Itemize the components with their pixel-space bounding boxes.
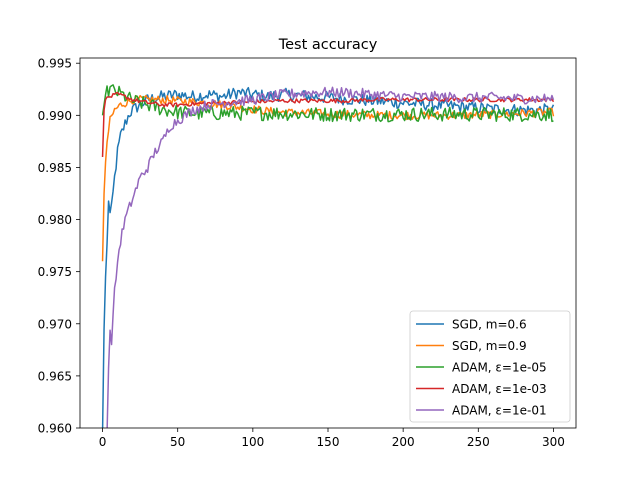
legend-label: SGD, m=0.6 bbox=[452, 318, 527, 332]
x-tick-label: 300 bbox=[542, 435, 565, 449]
x-tick-label: 100 bbox=[241, 435, 264, 449]
y-tick-label: 0.975 bbox=[38, 265, 72, 279]
x-axis: 0 50 100 150 200 250 300 bbox=[99, 428, 565, 449]
legend-label: ADAM, ε=1e-01 bbox=[452, 404, 547, 418]
y-tick-label: 0.970 bbox=[38, 317, 72, 331]
y-tick-label: 0.965 bbox=[38, 369, 72, 383]
x-tick-label: 50 bbox=[170, 435, 185, 449]
y-axis: 0.960 0.965 0.970 0.975 0.980 0.985 0.990 0.995 bbox=[38, 57, 80, 436]
legend-box bbox=[409, 310, 571, 423]
legend: SGD, m=0.6 SGD, m=0.9 ADAM, ε=1e-05 ADAM, ε… bbox=[409, 310, 571, 423]
plot-area bbox=[79, 57, 577, 429]
x-tick-label: 0 bbox=[99, 435, 107, 449]
x-tick-label: 150 bbox=[317, 435, 340, 449]
legend-label: ADAM, ε=1e-05 bbox=[452, 361, 547, 375]
legend-label: ADAM, ε=1e-03 bbox=[452, 382, 547, 396]
legend-label: SGD, m=0.9 bbox=[452, 339, 527, 353]
series-line-2 bbox=[101, 84, 554, 123]
x-tick-label: 250 bbox=[467, 435, 490, 449]
chart-title: Test accuracy bbox=[278, 37, 378, 53]
series-line-4 bbox=[106, 86, 555, 428]
y-tick-label: 0.960 bbox=[38, 422, 72, 436]
series-line-3 bbox=[101, 91, 555, 158]
x-tick-label: 200 bbox=[392, 435, 415, 449]
y-tick-label: 0.990 bbox=[38, 109, 72, 123]
series-lines bbox=[101, 84, 555, 428]
y-tick-label: 0.980 bbox=[38, 213, 72, 227]
y-tick-label: 0.995 bbox=[38, 57, 72, 71]
y-tick-label: 0.985 bbox=[38, 161, 72, 175]
